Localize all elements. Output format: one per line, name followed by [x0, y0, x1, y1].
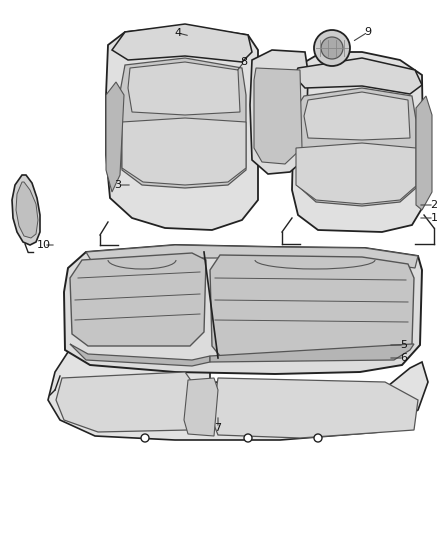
Text: 5: 5 [400, 340, 407, 350]
Polygon shape [106, 82, 124, 192]
Text: 3: 3 [114, 180, 121, 190]
Polygon shape [122, 118, 246, 185]
Polygon shape [70, 253, 206, 346]
Polygon shape [48, 352, 428, 440]
Polygon shape [210, 255, 414, 358]
Circle shape [244, 434, 252, 442]
Polygon shape [64, 245, 422, 374]
Text: 6: 6 [400, 353, 407, 363]
Polygon shape [56, 372, 192, 432]
Polygon shape [296, 88, 416, 206]
Polygon shape [416, 96, 432, 210]
Polygon shape [212, 378, 418, 438]
Text: 1: 1 [431, 213, 438, 223]
Polygon shape [106, 26, 258, 230]
Polygon shape [296, 143, 416, 204]
Polygon shape [120, 58, 246, 188]
Polygon shape [70, 344, 210, 366]
Polygon shape [184, 378, 218, 436]
Polygon shape [86, 245, 418, 268]
Circle shape [141, 434, 149, 442]
Circle shape [321, 37, 343, 59]
Polygon shape [128, 62, 240, 115]
Text: 7: 7 [215, 423, 222, 433]
Circle shape [314, 30, 350, 66]
Polygon shape [292, 52, 424, 232]
Text: 8: 8 [240, 57, 247, 67]
Polygon shape [254, 68, 302, 164]
Polygon shape [12, 175, 40, 245]
Polygon shape [112, 24, 252, 62]
Polygon shape [16, 182, 38, 238]
Polygon shape [250, 50, 308, 174]
Polygon shape [304, 92, 410, 140]
Polygon shape [210, 344, 414, 362]
Circle shape [314, 434, 322, 442]
Text: 10: 10 [37, 240, 51, 250]
Text: 4: 4 [174, 28, 182, 38]
Text: 9: 9 [364, 27, 371, 37]
Polygon shape [294, 58, 422, 94]
Text: 2: 2 [431, 200, 438, 210]
